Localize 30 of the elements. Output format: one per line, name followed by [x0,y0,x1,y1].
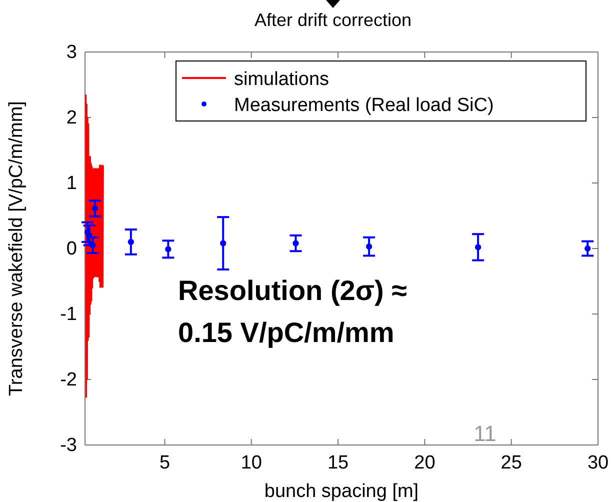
y-tick-label: 2 [66,108,77,129]
point [128,238,134,246]
x-tick-label: 15 [327,452,349,474]
point [92,205,98,212]
x-axis-title: bunch spacing [m] [264,481,419,502]
chart-title: After drift correction [254,10,412,30]
y-tick-label: -1 [60,304,77,326]
annotation: Resolution (2σ) ≈ 0.15 V/pC/m/mm [178,275,407,348]
x-tick-label: 25 [500,452,522,474]
x-tick-label: 10 [240,452,262,474]
y-tick-label: -2 [60,370,77,391]
point [90,242,96,248]
y-tick-label: 1 [66,173,77,194]
y-tick-label: 0 [66,238,77,260]
legend-label: simulations [234,69,330,90]
point [584,245,591,252]
point [220,240,226,246]
point [474,244,482,250]
legend-label: Measurements (Real load SiC) [234,95,494,116]
point [366,243,372,250]
y-axis-title: Transverse wakefield [V/pC/m/mm] [6,101,27,396]
x-tick-label: 20 [414,452,436,474]
y-tick-label: -3 [60,435,77,456]
point [165,246,172,252]
x-tick-label: 30 [587,452,609,474]
x-tick-label: 5 [159,452,170,474]
point [292,240,299,246]
annotation: 11 [474,421,496,446]
y-tick-label: 3 [66,42,77,64]
line-series [85,94,104,398]
